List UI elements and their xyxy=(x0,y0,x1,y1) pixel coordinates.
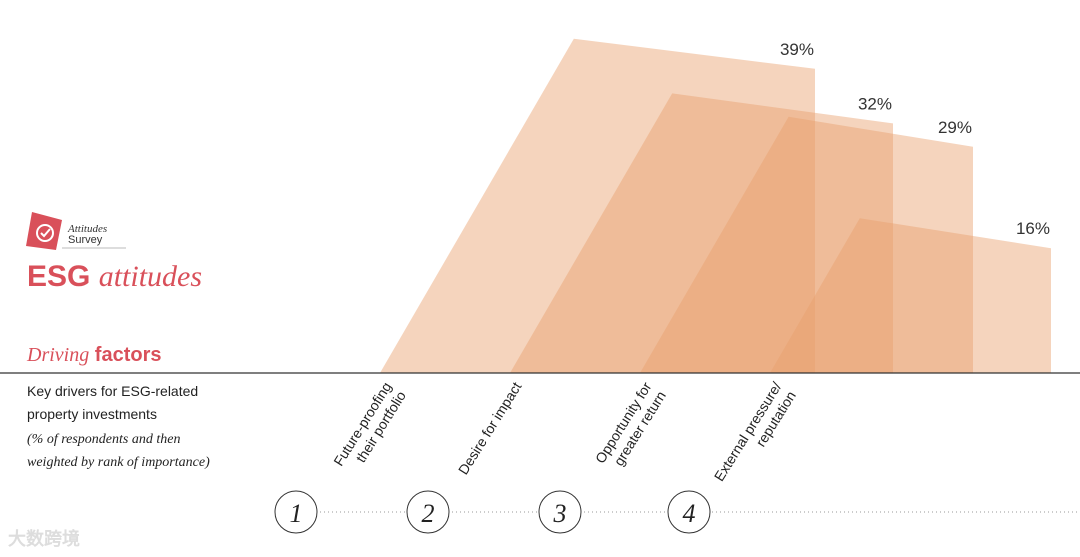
category-label: Desire for impact xyxy=(455,379,525,477)
category-label: External pressure/reputation xyxy=(711,379,799,484)
badge-line: Survey xyxy=(68,234,103,246)
title-italic: attitudes xyxy=(99,260,202,293)
subtitle: Driving factors xyxy=(26,344,161,366)
rank-number: 4 xyxy=(683,499,696,528)
rank-circle xyxy=(274,490,318,534)
note: (% of respondents and then xyxy=(27,432,180,447)
badge-line: Attitudes xyxy=(67,223,107,235)
rank-circle xyxy=(406,490,450,534)
chart-title: ESG attitudes xyxy=(27,260,202,293)
area-shape xyxy=(770,218,1051,373)
description: property investments xyxy=(27,406,157,422)
watermark: 大数跨境 xyxy=(8,528,80,549)
rank-number: 1 xyxy=(290,499,303,528)
value-label: 16% xyxy=(1016,219,1050,238)
area-shape xyxy=(640,116,973,374)
area-shape xyxy=(380,38,815,374)
rank-number: 2 xyxy=(422,499,435,528)
rank-circle xyxy=(538,490,582,534)
value-label: 32% xyxy=(858,94,892,113)
value-label: 29% xyxy=(938,118,972,137)
rank-circle xyxy=(667,490,711,534)
title-plain: ESG xyxy=(27,260,90,293)
note: weighted by rank of importance) xyxy=(27,455,210,470)
description: Key drivers for ESG-related xyxy=(27,383,198,399)
logo xyxy=(26,212,126,250)
subtitle-plain: factors xyxy=(95,344,162,366)
category-line: Desire for impact xyxy=(455,379,525,477)
value-label: 39% xyxy=(780,40,814,59)
area-shape xyxy=(510,93,893,374)
subtitle-italic: Driving xyxy=(26,344,89,366)
rank-number: 3 xyxy=(553,499,567,528)
